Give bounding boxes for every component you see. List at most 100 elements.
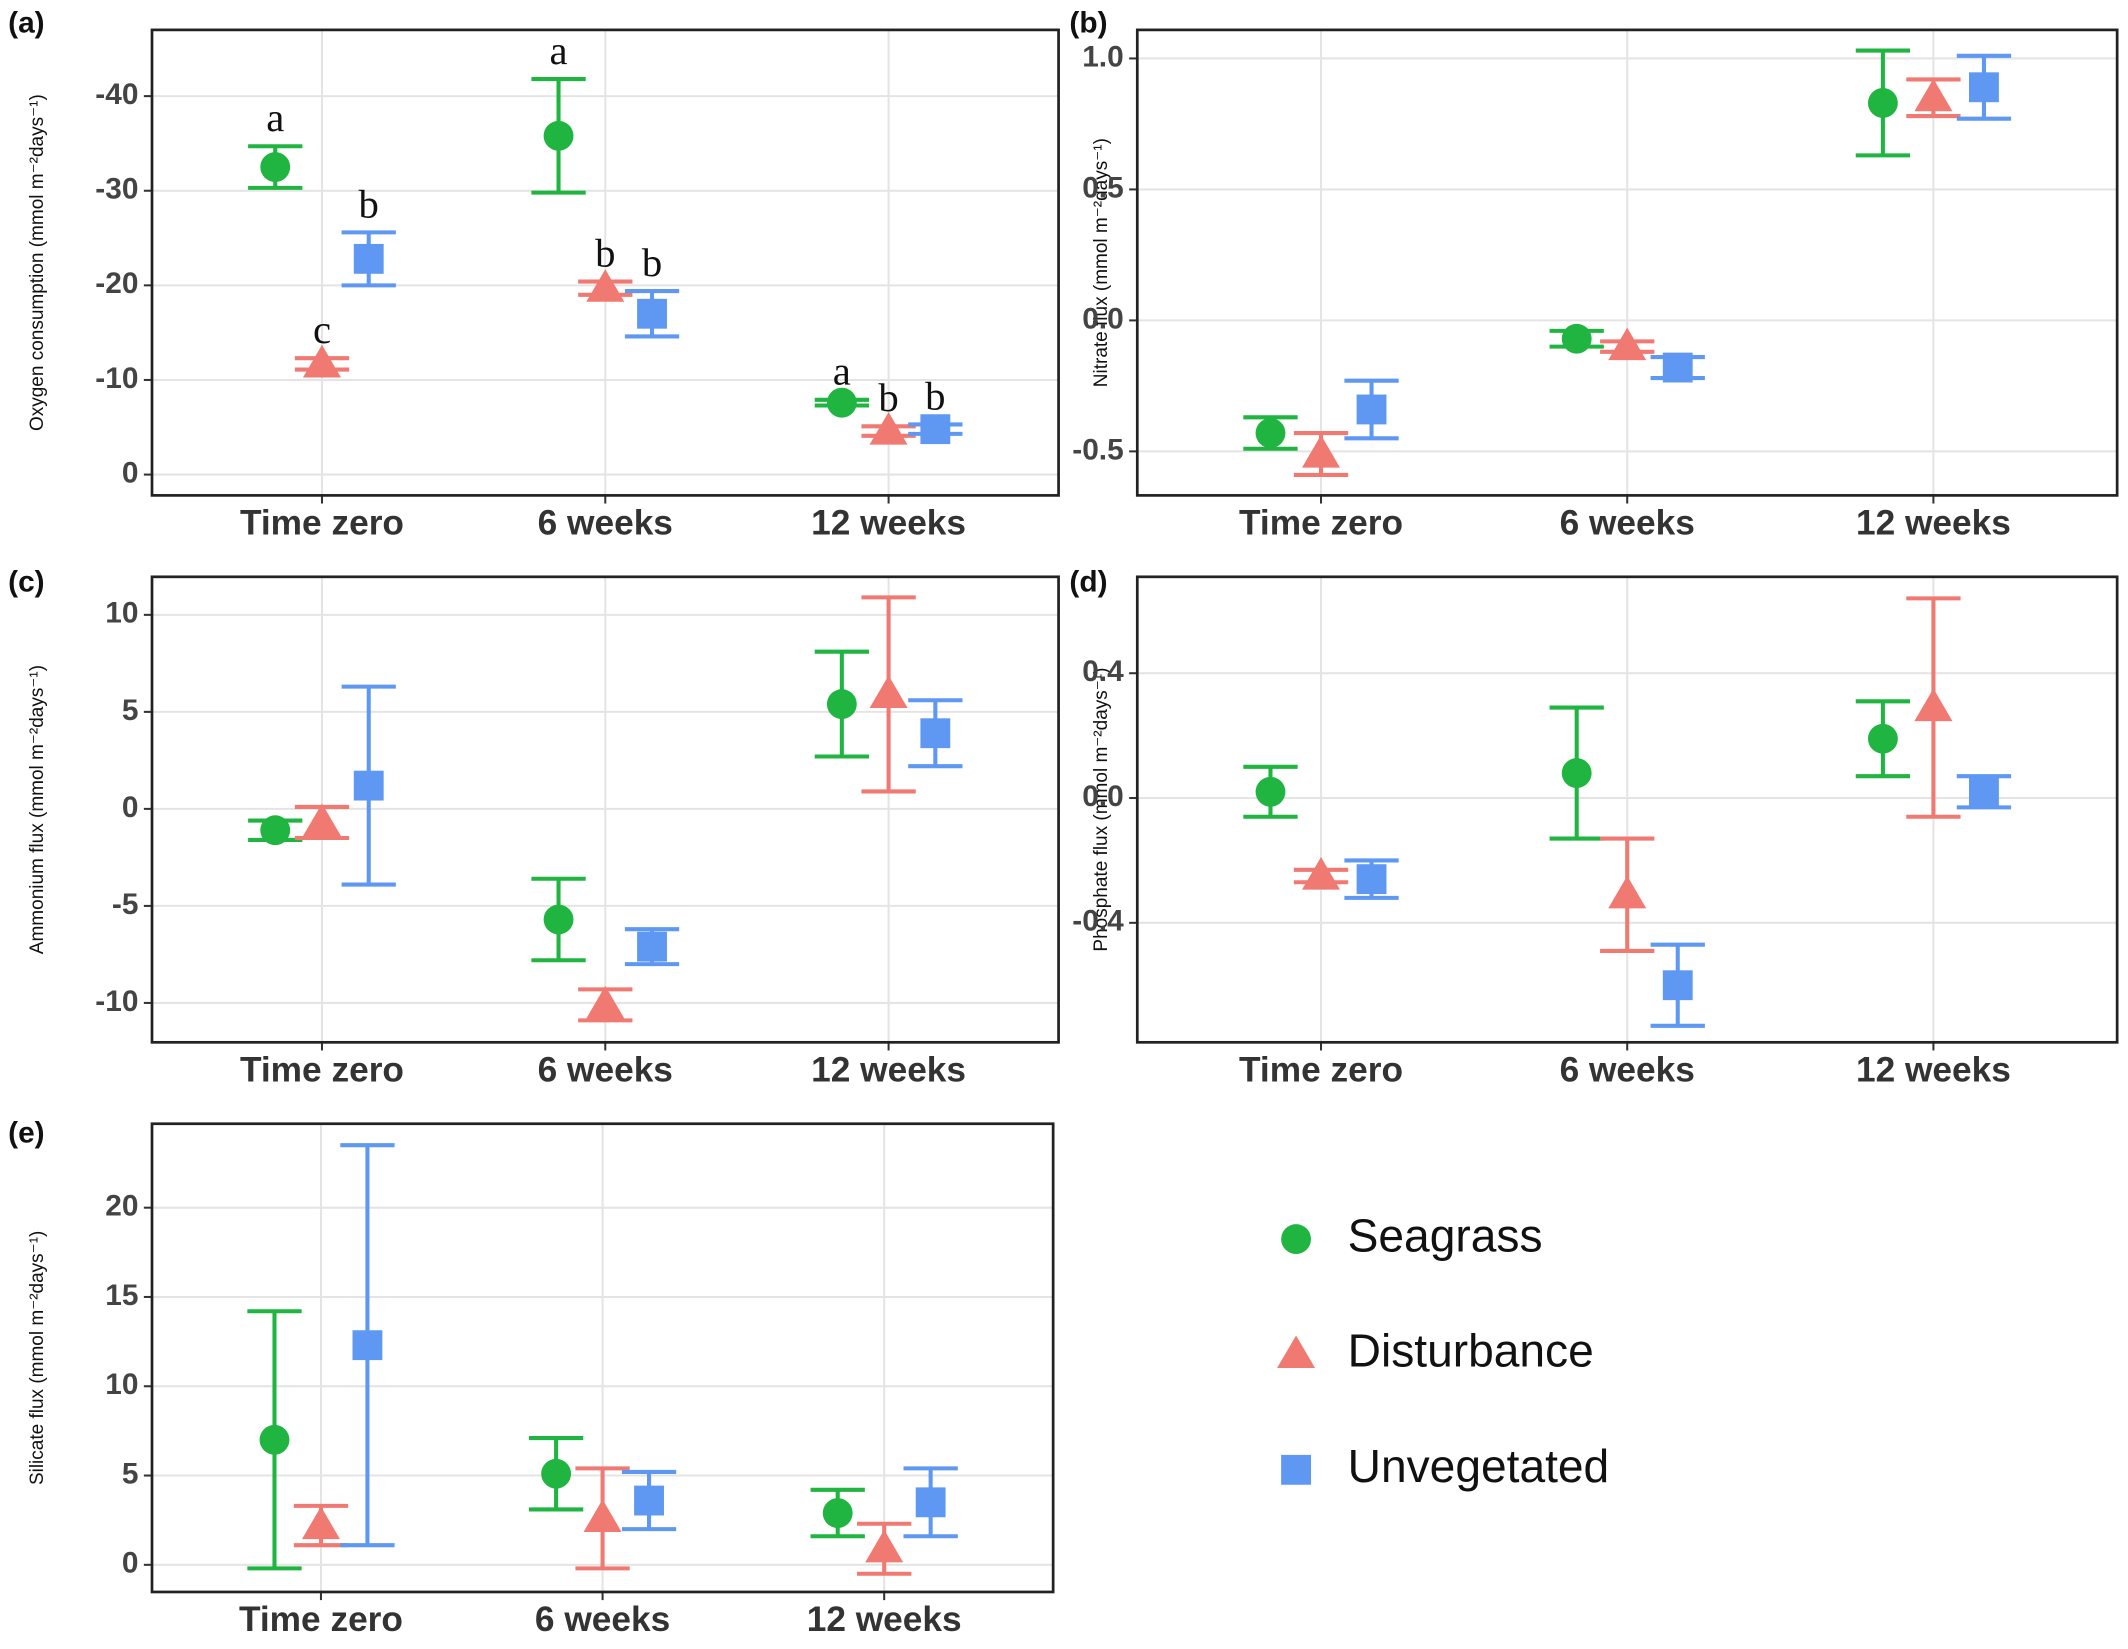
x-tick-label: Time zero [1239,504,1403,543]
x-tick-label: 12 weeks [1856,504,2011,543]
y-axis-title: Phosphate flux (mmol m⁻²days⁻¹) [1091,668,1112,952]
y-tick-label: 5 [122,694,139,727]
point [826,387,857,418]
point [1867,723,1898,754]
x-tick-label: 6 weeks [535,1600,670,1639]
point [920,414,951,445]
y-tick-label: -40 [95,78,138,111]
point [869,675,908,708]
point [1867,88,1898,118]
x-tick-label: 6 weeks [538,504,673,543]
point [1302,435,1341,468]
point [1356,394,1387,425]
significance-letter: b [642,240,662,285]
legend-marker [1281,1454,1311,1485]
legend-label: Seagrass [1348,1209,1543,1261]
point [260,815,291,846]
x-tick-label: Time zero [240,1050,404,1089]
x-tick-label: 12 weeks [807,1600,962,1639]
y-tick-label: 0.0 [1082,780,1123,813]
x-tick-label: Time zero [240,504,404,543]
point [865,1529,904,1563]
significance-letter: b [925,373,945,418]
legend-marker [1277,1335,1316,1369]
legend-marker [1281,1224,1311,1255]
point [353,770,384,801]
y-tick-label: 0.4 [1082,655,1124,688]
y-tick-label: -10 [95,985,138,1018]
plot-frame [150,28,1060,497]
point [543,120,574,151]
y-axis-title: Nitrate flux (mmol m⁻²days⁻¹) [1091,138,1112,387]
point [1608,875,1647,909]
y-tick-label: 10 [105,1368,138,1401]
y-tick-label: 15 [105,1279,138,1312]
y-tick-label: -5 [112,888,139,921]
point [1561,323,1592,354]
point [1255,776,1286,807]
point [634,1485,664,1516]
point [353,243,384,274]
y-axis-title: Oxygen consumption (mmol m⁻²days⁻¹) [27,94,48,431]
significance-letter: a [550,28,568,73]
point [1969,72,1999,103]
y-axis-title: Silicate flux (mmol m⁻²days⁻¹) [27,1231,48,1485]
point [586,269,625,302]
x-tick-label: 6 weeks [1560,1050,1695,1089]
point [541,1458,572,1489]
x-tick-label: 12 weeks [811,504,966,543]
plot-frame [1135,575,2119,1044]
y-tick-label: 0.5 [1082,171,1123,204]
significance-letter: b [595,230,615,275]
y-tick-label: 0.0 [1082,302,1123,335]
legend-label: Disturbance [1348,1325,1594,1377]
y-tick-label: -30 [95,173,138,206]
y-tick-label: -0.4 [1072,905,1124,938]
panel-tag: (b) [1069,6,1107,39]
point [583,1499,622,1532]
point [920,718,951,749]
significance-letter: a [833,349,851,394]
point [1914,688,1953,722]
point [302,803,341,837]
point [822,1498,853,1528]
x-tick-label: 6 weeks [538,1050,673,1089]
y-tick-label: 0 [122,791,139,824]
x-tick-label: Time zero [239,1600,403,1639]
x-tick-label: Time zero [1239,1050,1403,1089]
point [1914,78,1953,112]
point [1561,758,1592,788]
point [543,904,574,935]
y-tick-label: 1.0 [1082,40,1123,73]
y-axis-title: Ammonium flux (mmol m⁻²days⁻¹) [27,665,48,954]
point [352,1330,383,1361]
point [586,985,625,1019]
y-tick-label: 0 [122,1547,139,1580]
point [637,298,667,329]
point [826,689,857,720]
point [1302,857,1341,890]
point [915,1487,946,1518]
y-tick-label: -0.5 [1072,433,1123,466]
point [869,412,908,445]
point [637,931,667,962]
point [1608,327,1647,361]
point [301,1506,340,1540]
y-tick-label: 0 [122,456,139,489]
panel-tag: (c) [8,565,44,598]
panel-tag: (d) [1069,565,1107,598]
point [259,1424,290,1455]
legend-label: Unvegetated [1348,1440,1610,1492]
y-tick-label: 20 [105,1190,138,1223]
x-tick-label: 12 weeks [811,1050,966,1089]
x-tick-label: 6 weeks [1560,504,1695,543]
y-tick-label: 10 [105,597,138,630]
significance-letter: b [878,375,898,420]
point [1662,352,1693,383]
panel-tag: (e) [8,1116,44,1149]
y-tick-label: -10 [95,362,138,395]
point [1255,418,1286,448]
point [302,344,341,378]
plot-frame [150,1122,1055,1594]
